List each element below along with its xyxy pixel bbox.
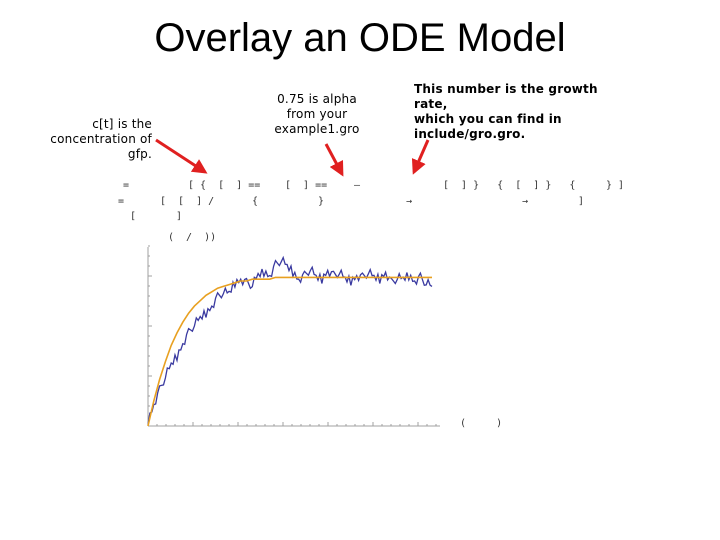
alpha-note: 0.75 is alpha from your example1.gro: [262, 92, 372, 137]
growth-rate-note-line3: include/gro.gro.: [414, 127, 526, 141]
arrow-to-alpha: [324, 143, 344, 177]
concentration-note: c[t] is the concentration of gfp.: [40, 117, 152, 162]
code-fragment: –: [354, 180, 361, 191]
series-line-data: [147, 255, 433, 426]
code-fragment: =: [123, 180, 130, 191]
slide-title: Overlay an ODE Model: [154, 16, 566, 60]
arrow-to-c-variable: [155, 138, 208, 174]
alpha-note-line3: example1.gro: [274, 122, 360, 136]
growth-rate-note-line1: This number is the growth rate,: [414, 82, 598, 111]
code-fragment: [: [130, 211, 137, 222]
code-fragment: [ ] ==: [285, 180, 328, 191]
code-fragment: →: [406, 196, 413, 207]
growth-rate-note-line2: which you can find in: [414, 112, 562, 126]
code-fragment: }: [318, 196, 325, 207]
concentration-note-line1: c[t] is the: [92, 117, 152, 131]
code-fragment: →: [522, 196, 529, 207]
concentration-note-line3: gfp.: [127, 147, 152, 161]
arrow-to-growth-rate: [411, 139, 430, 175]
code-fragment: ]: [578, 196, 585, 207]
series-line-model: [147, 276, 432, 427]
alpha-note-line1: 0.75 is alpha: [277, 92, 357, 106]
code-fragment: [ ] } { [ ] } {: [443, 180, 576, 191]
axis-ticks: [147, 245, 437, 427]
alpha-note-line2: from your: [286, 107, 348, 121]
growth-rate-note: This number is the growth rate, which yo…: [414, 82, 614, 142]
code-fragment: =: [118, 196, 125, 207]
code-fragment: ]: [176, 211, 183, 222]
plot-area: [147, 245, 440, 427]
code-fragment: [ [ ] /: [160, 196, 215, 207]
code-fragment: ( / )): [168, 232, 217, 243]
code-fragment: {: [252, 196, 259, 207]
code-fragment: ( ): [460, 418, 503, 429]
code-fragment: } ]: [606, 180, 625, 191]
code-fragment: [ { [ ] ==: [188, 180, 261, 191]
concentration-note-line2: concentration of: [50, 132, 152, 146]
